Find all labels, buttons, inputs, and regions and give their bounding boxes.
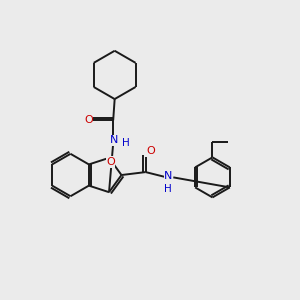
- Text: N: N: [164, 171, 172, 181]
- Text: N: N: [110, 135, 118, 145]
- Text: O: O: [106, 157, 115, 167]
- Text: H: H: [122, 138, 129, 148]
- Text: H: H: [164, 184, 172, 194]
- Text: O: O: [84, 115, 93, 125]
- Text: O: O: [146, 146, 155, 157]
